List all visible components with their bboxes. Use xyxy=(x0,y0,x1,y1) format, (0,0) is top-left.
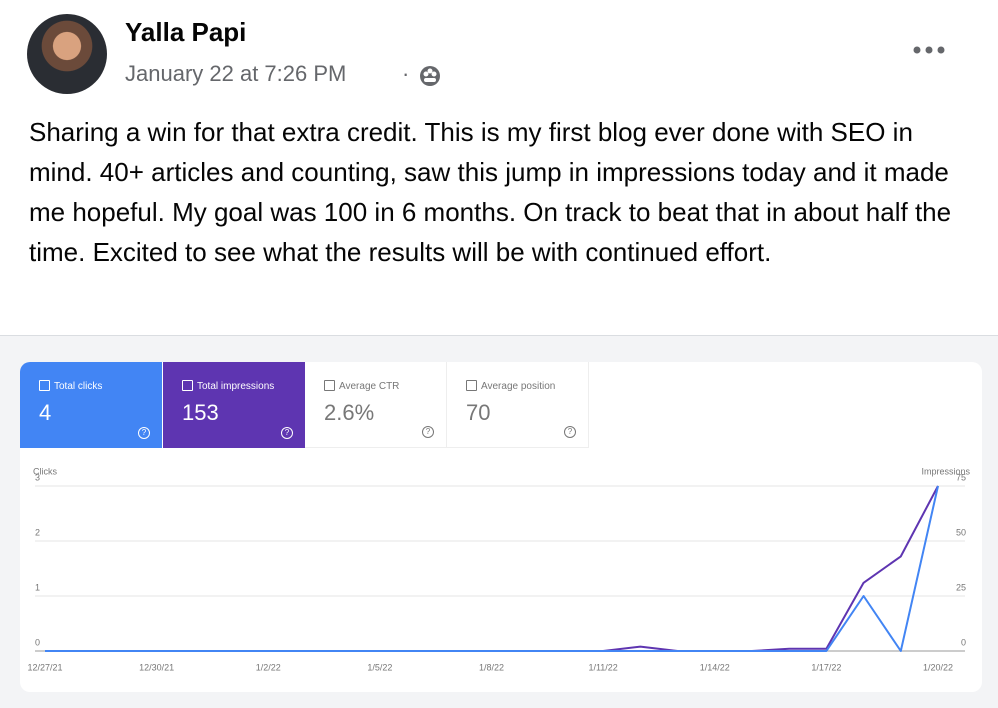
x-tick-label: 1/14/22 xyxy=(700,662,730,672)
metric-value: 4 xyxy=(39,400,52,425)
metric-value: 2.6% xyxy=(324,400,375,425)
y2-axis-title: Impressions xyxy=(921,466,970,476)
post-time[interactable]: January 22 at 7:26 PM xyxy=(125,61,347,86)
x-tick-label: 1/17/22 xyxy=(811,662,841,672)
y-tick-label: 3 xyxy=(35,472,40,482)
y-axis-title: Clicks xyxy=(33,466,57,476)
x-tick-label: 1/2/22 xyxy=(256,662,281,672)
x-tick-label: 12/27/21 xyxy=(27,662,62,672)
metric-value: 153 xyxy=(182,400,219,425)
y2-tick-label: 75 xyxy=(956,472,966,482)
audience-icon xyxy=(420,66,440,86)
y2-tick-label: 25 xyxy=(956,582,966,592)
metric-card[interactable]: Total impressions 153? xyxy=(163,362,305,448)
x-tick-label: 12/30/21 xyxy=(139,662,174,672)
x-tick-label: 1/11/22 xyxy=(588,662,617,672)
more-button[interactable] xyxy=(912,40,946,60)
y-tick-label: 1 xyxy=(35,582,40,592)
metric-label: Average CTR xyxy=(339,381,400,392)
y-tick-label: 0 xyxy=(35,637,40,647)
metric-card[interactable]: Average CTR 2.6%? xyxy=(305,362,447,448)
series-line xyxy=(45,485,939,652)
separator: · xyxy=(402,61,410,86)
x-tick-label: 1/5/22 xyxy=(367,662,392,672)
metric-label: Average position xyxy=(481,381,556,392)
y2-tick-label: 50 xyxy=(956,527,966,537)
metric-value: 70 xyxy=(466,400,491,425)
post-text: Sharing a win for that extra credit. Thi… xyxy=(29,117,952,267)
y-tick-label: 2 xyxy=(35,527,40,537)
author-name[interactable]: Yalla Papi xyxy=(125,17,247,47)
metric-card[interactable]: Average position 70? xyxy=(447,362,589,448)
metric-card[interactable]: Total clicks 4? xyxy=(20,362,162,448)
x-tick-label: 1/20/22 xyxy=(923,662,953,672)
metric-label: Total impressions xyxy=(197,381,275,392)
y2-tick-label: 0 xyxy=(961,637,966,647)
metric-label: Total clicks xyxy=(54,381,103,392)
x-tick-label: 1/8/22 xyxy=(479,662,504,672)
series-line xyxy=(45,485,939,652)
avatar[interactable] xyxy=(27,14,107,94)
